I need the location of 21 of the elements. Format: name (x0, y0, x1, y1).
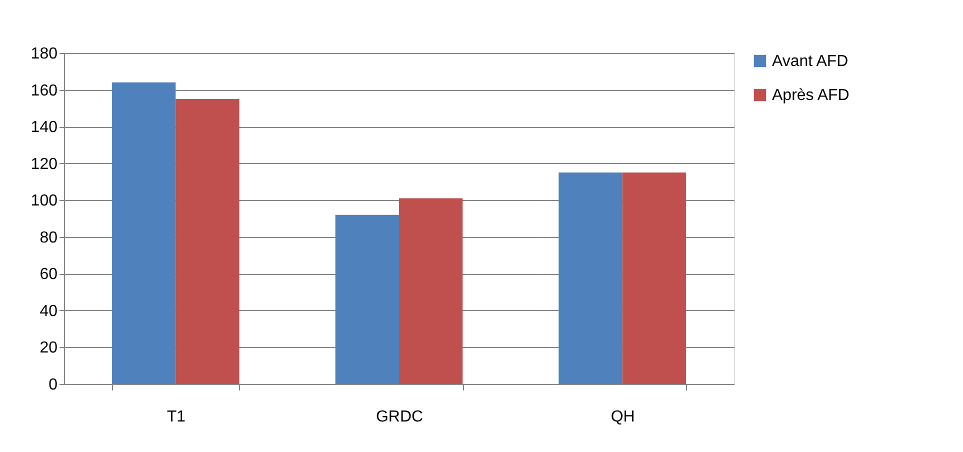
x-tick-label: QH (610, 408, 635, 426)
bar (176, 98, 240, 384)
y-tick-label: 0 (48, 376, 58, 394)
bar (558, 172, 622, 384)
y-tick-label: 60 (40, 266, 58, 284)
bar (622, 172, 686, 384)
y-tick-label: 40 (40, 302, 58, 320)
y-tick-label: 20 (40, 340, 58, 357)
y-tick-label: 160 (30, 82, 58, 100)
y-tick-label: 180 (30, 46, 58, 62)
y-tick-label: 100 (30, 192, 58, 210)
bar (112, 82, 176, 384)
y-tick-label: 120 (30, 156, 58, 173)
legend-label: Avant AFD (772, 53, 848, 70)
bar (335, 214, 399, 384)
x-tick-label: T1 (166, 408, 186, 426)
y-tick-label: 80 (40, 229, 58, 246)
bar (399, 198, 463, 384)
x-tick-label: GRDC (376, 408, 424, 426)
y-tick-label: 140 (30, 119, 58, 136)
legend-label: Après AFD (772, 87, 850, 104)
